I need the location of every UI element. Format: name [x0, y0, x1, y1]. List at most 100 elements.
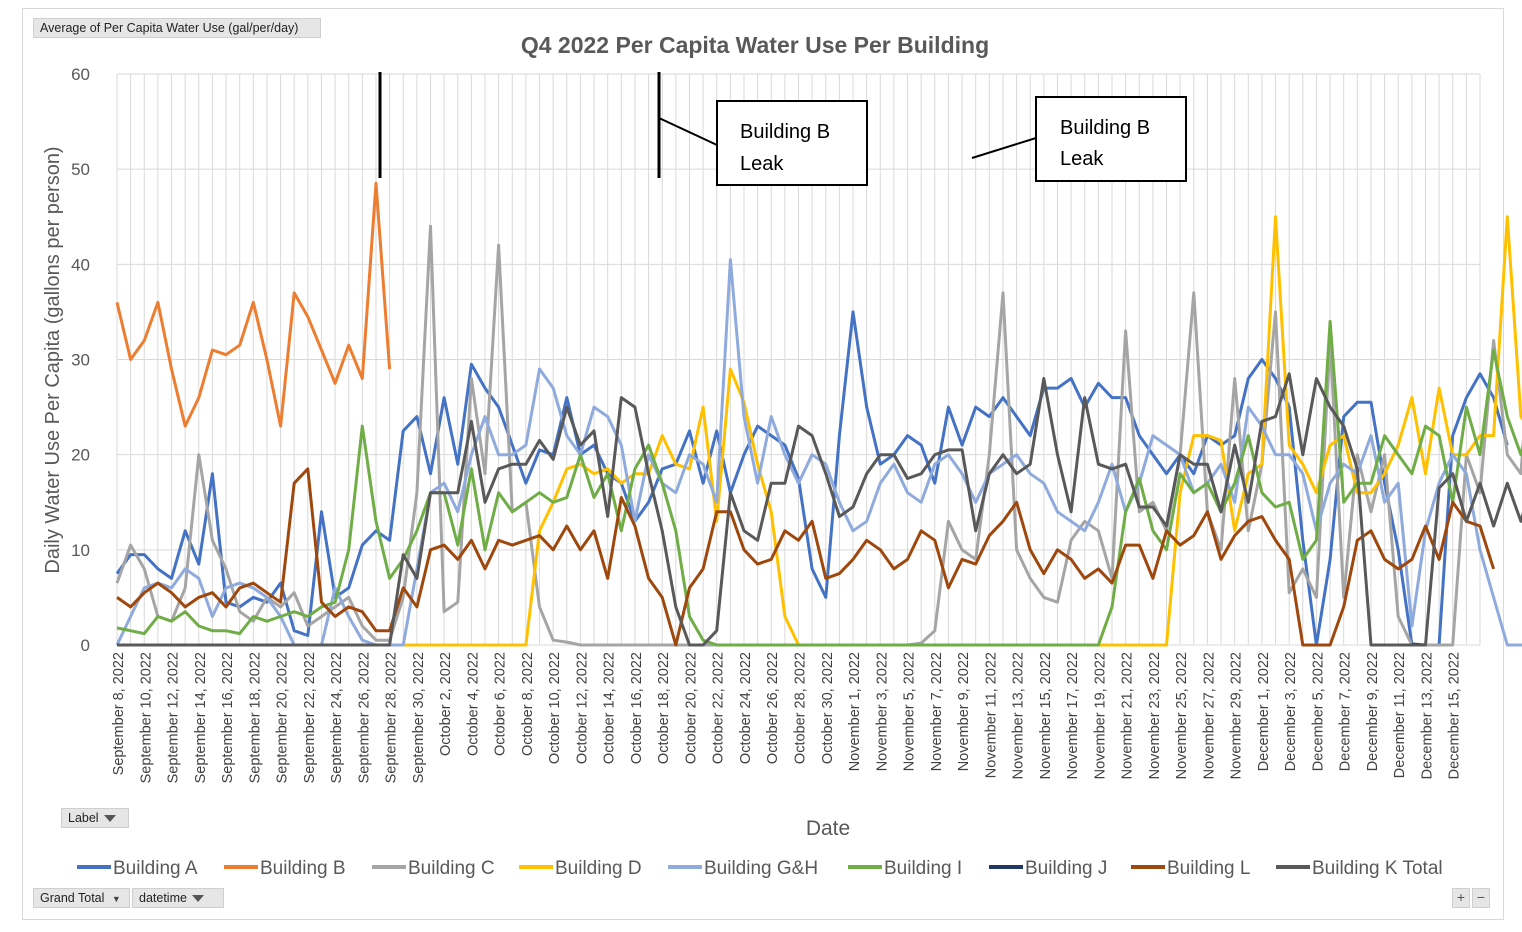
grand-total-button[interactable]: Grand Total ▼: [33, 888, 130, 908]
value-field-label: Average of Per Capita Water Use (gal/per…: [40, 21, 299, 35]
label-filter-button[interactable]: Label: [61, 808, 129, 828]
x-tick-label: September 20, 2022: [275, 652, 291, 783]
x-tick-label: September 10, 2022: [138, 652, 154, 783]
dropdown-arrow-icon: ▼: [111, 894, 121, 904]
x-tick-label: October 30, 2022: [820, 652, 836, 764]
x-tick-label: October 12, 2022: [574, 652, 590, 764]
series-line-building-l: [116, 467, 1496, 647]
y-tick-label: 30: [71, 351, 90, 370]
plot-area: [115, 181, 1522, 647]
x-tick-label: September 22, 2022: [302, 652, 318, 783]
x-tick-label: September 30, 2022: [411, 652, 427, 783]
x-tick-label: September 26, 2022: [356, 652, 372, 783]
legend-entry[interactable]: Building J: [1025, 858, 1107, 879]
leak-callout-text-2: Building B Leak: [1060, 117, 1156, 170]
y-tick-label: 50: [71, 160, 90, 179]
x-tick-label: December 5, 2022: [1310, 652, 1326, 771]
x-tick-label: October 4, 2022: [465, 652, 481, 756]
x-tick-label: November 23, 2022: [1147, 652, 1163, 779]
x-tick-label: October 14, 2022: [602, 652, 618, 764]
zoom-out-button[interactable]: −: [1472, 888, 1490, 908]
x-tick-label: October 28, 2022: [793, 652, 809, 764]
x-tick-label: October 10, 2022: [547, 652, 563, 764]
leak-callout-box-1: [716, 100, 868, 186]
chart-title: Q4 2022 Per Capita Water Use Per Buildin…: [521, 32, 989, 58]
legend[interactable]: Building A Building B Building C Building D…: [77, 858, 1443, 879]
x-tick-label: November 19, 2022: [1092, 652, 1108, 779]
series-line-building-k-total: [117, 372, 1522, 647]
series-line-building-b: [115, 181, 392, 428]
y-tick-label: 20: [71, 446, 90, 465]
legend-entry[interactable]: Building I: [884, 858, 962, 879]
legend-entry[interactable]: Building L: [1167, 858, 1250, 879]
x-tick-label: December 11, 2022: [1392, 652, 1408, 778]
x-tick-label: October 26, 2022: [765, 652, 781, 764]
x-tick-label: November 29, 2022: [1229, 652, 1245, 779]
legend-entry[interactable]: Building G&H: [704, 858, 818, 879]
x-tick-label: December 3, 2022: [1283, 652, 1299, 771]
x-tick-label: October 16, 2022: [629, 652, 645, 764]
zoom-in-button[interactable]: +: [1452, 888, 1470, 908]
x-tick-label: September 12, 2022: [166, 652, 182, 783]
x-tick-label: December 13, 2022: [1419, 652, 1435, 779]
leak-callout-box-2: [1035, 96, 1187, 182]
y-tick-label: 60: [71, 65, 90, 84]
leak-callout-text-1: Building B Leak: [740, 121, 836, 175]
x-tick-label: November 9, 2022: [956, 652, 972, 771]
series-line-building-d: [117, 215, 1522, 647]
x-tick-label: September 24, 2022: [329, 652, 345, 783]
x-tick-label: September 8, 2022: [111, 652, 127, 775]
filter-funnel-icon: [104, 815, 117, 823]
series-line-building-i: [116, 319, 1522, 647]
y-axis-ticks: 0 10 20 30 40 50 60: [71, 65, 90, 655]
x-tick-label: October 8, 2022: [520, 652, 536, 756]
value-field-button[interactable]: Average of Per Capita Water Use (gal/per…: [33, 18, 321, 38]
x-tick-label: October 20, 2022: [683, 652, 699, 764]
y-tick-label: 10: [71, 541, 90, 560]
x-tick-label: November 7, 2022: [929, 652, 945, 771]
x-tick-label: November 3, 2022: [874, 652, 890, 771]
x-tick-label: November 5, 2022: [902, 652, 918, 771]
leak-callout-leader-2: [971, 137, 1037, 159]
zoom-controls: + −: [1450, 888, 1490, 908]
x-tick-label: October 22, 2022: [711, 652, 727, 764]
grand-total-text: Grand Total: [40, 891, 105, 905]
x-tick-label: October 6, 2022: [493, 652, 509, 756]
x-tick-label: September 28, 2022: [384, 652, 400, 783]
x-tick-label: November 17, 2022: [1065, 652, 1081, 779]
legend-entry[interactable]: Building D: [555, 858, 642, 879]
series-line-building-a: [115, 310, 1509, 647]
legend-entry[interactable]: Building B: [260, 858, 346, 879]
x-tick-label: November 13, 2022: [1011, 652, 1027, 779]
x-tick-label: September 14, 2022: [193, 652, 209, 783]
y-axis-title: Daily Water Use Per Capita (gallons per …: [42, 146, 64, 573]
x-tick-label: December 1, 2022: [1256, 652, 1272, 771]
datetime-filter-text: datetime: [139, 891, 187, 905]
x-tick-label: November 15, 2022: [1038, 652, 1054, 779]
x-tick-label: November 21, 2022: [1120, 652, 1136, 779]
x-tick-label: October 2, 2022: [438, 652, 454, 756]
x-axis-ticks: September 8, 2022 September 10, 2022 Septe…: [111, 652, 1463, 783]
x-tick-label: November 25, 2022: [1174, 652, 1190, 779]
label-filter-text: Label: [68, 811, 99, 825]
filter-funnel-icon: [192, 895, 205, 903]
leak-callout-leader-1: [658, 117, 718, 146]
chart-frame: [22, 8, 1504, 920]
x-tick-label: December 9, 2022: [1365, 652, 1381, 771]
x-tick-label: October 24, 2022: [738, 652, 754, 764]
legend-entry[interactable]: Building C: [408, 858, 495, 879]
x-tick-label: November 11, 2022: [983, 652, 999, 778]
y-tick-label: 40: [71, 255, 90, 274]
x-tick-label: November 27, 2022: [1201, 652, 1217, 779]
x-tick-label: September 18, 2022: [247, 652, 263, 783]
x-tick-label: December 15, 2022: [1447, 652, 1463, 779]
x-axis-title: Date: [806, 817, 850, 840]
x-tick-label: November 1, 2022: [847, 652, 863, 771]
x-tick-label: December 7, 2022: [1338, 652, 1354, 771]
datetime-filter-button[interactable]: datetime: [132, 888, 224, 908]
legend-entry[interactable]: Building A: [113, 858, 198, 879]
legend-entry[interactable]: Building K Total: [1312, 858, 1443, 879]
x-tick-label: September 16, 2022: [220, 652, 236, 783]
x-tick-label: October 18, 2022: [656, 652, 672, 764]
